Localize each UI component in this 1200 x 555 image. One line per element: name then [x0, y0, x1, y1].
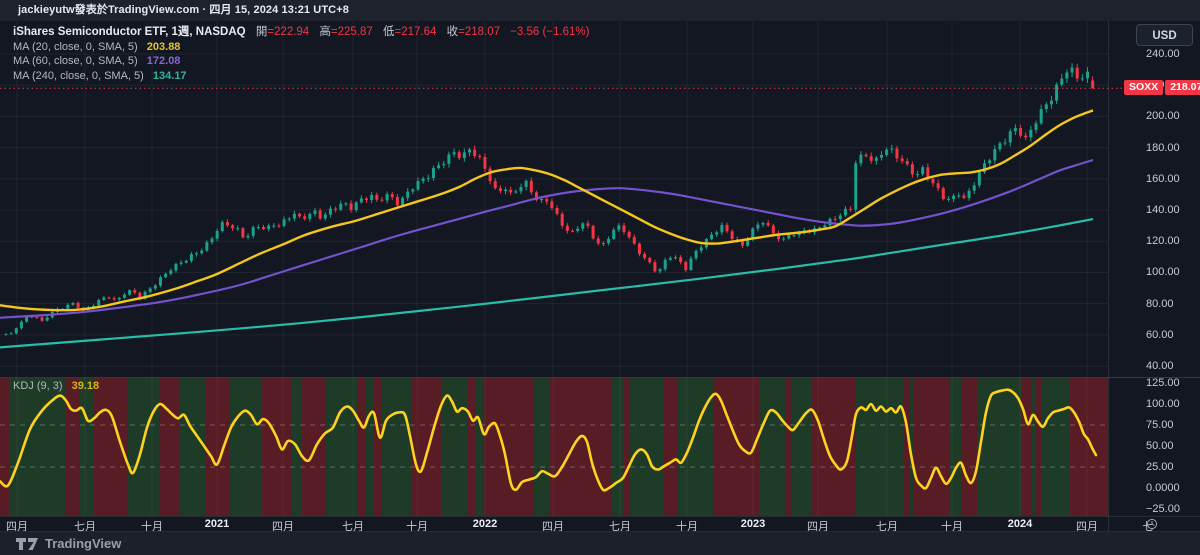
kdj-axis-label: 50.00 — [1146, 440, 1174, 452]
time-axis-label: 七月 — [876, 521, 898, 533]
high-value: =225.87 — [330, 26, 373, 38]
time-axis-label: 四月 — [272, 521, 294, 533]
ma20-value: 203.88 — [146, 40, 181, 53]
time-axis-label: 2023 — [740, 518, 766, 530]
ma20-label: MA (20, close, 0, SMA, 5) — [13, 40, 138, 53]
candles — [4, 63, 1095, 336]
time-axis-label: 十月 — [406, 521, 428, 533]
kdj-axis-label: −25.00 — [1146, 503, 1180, 515]
price-axis-label: 180.00 — [1146, 141, 1180, 154]
tradingview-logo-icon[interactable] — [16, 537, 39, 551]
kdj-value: 39.18 — [71, 380, 100, 392]
kdj-axis-label: 75.00 — [1146, 419, 1174, 431]
close-label: 收 — [446, 26, 459, 38]
ma60-line — [0, 158, 1094, 319]
symbol-title-row: iShares Semiconductor ETF, 1週, NASDAQ 開=… — [13, 25, 589, 40]
ma60-legend: MA (60, close, 0, SMA, 5) 172.08 — [13, 54, 589, 69]
close-value: =218.07 — [458, 26, 500, 38]
time-axis-label: 四月 — [807, 521, 829, 533]
change-value: −3.56 (−1.61%) — [510, 26, 590, 38]
price-axis-label: 160.00 — [1146, 172, 1180, 185]
currency-toggle-button[interactable]: USD — [1136, 24, 1193, 46]
ma240-legend: MA (240, close, 0, SMA, 5) 134.17 — [13, 69, 589, 84]
clock-icon[interactable] — [1146, 518, 1158, 530]
open-value: =222.94 — [267, 26, 310, 38]
time-axis-label: 四月 — [542, 521, 564, 533]
chart-legend: iShares Semiconductor ETF, 1週, NASDAQ 開=… — [13, 25, 589, 83]
ma60-value: 172.08 — [146, 55, 181, 67]
last-price-badge: SOXX 218.07 — [1124, 80, 1200, 95]
high-label: 高 — [319, 26, 331, 38]
tradingview-brand-text[interactable]: TradingView — [45, 536, 122, 551]
price-axis-label: 240.00 — [1146, 48, 1180, 60]
footer-bar: TradingView — [0, 531, 1200, 555]
time-axis-label: 十月 — [676, 521, 698, 533]
kdj-axis-label: 125.00 — [1146, 377, 1180, 389]
kdj-j-line — [0, 388, 1098, 492]
price-axis-label: 80.00 — [1146, 297, 1174, 310]
kdj-bands — [0, 378, 1108, 516]
low-value: =217.64 — [394, 26, 437, 38]
time-axis-label: 四月 — [6, 521, 28, 533]
kdj-legend: KDJ (9, 3) 39.18 — [13, 380, 99, 392]
time-axis-label: 十月 — [941, 521, 963, 533]
price-axis-label: 60.00 — [1146, 328, 1174, 341]
kdj-axis-label: 0.0000 — [1146, 482, 1180, 494]
price-axis-label: 200.00 — [1146, 110, 1180, 123]
grid-lines — [0, 21, 1108, 516]
time-axis-label: 2024 — [1007, 518, 1033, 530]
attribution-text: jackieyutw發表於TradingView.com · 四月 15, 20… — [18, 4, 349, 16]
time-axis-label: 四月 — [1076, 521, 1098, 533]
price-axis-label: 40.00 — [1146, 360, 1174, 373]
badge-symbol: SOXX — [1124, 80, 1164, 95]
ma240-label: MA (240, close, 0, SMA, 5) — [13, 69, 144, 82]
time-axis-label: 七月 — [342, 521, 364, 533]
ma240-line — [0, 218, 1094, 349]
ma60-label: MA (60, close, 0, SMA, 5) — [13, 55, 138, 67]
price-axis-label: 100.00 — [1146, 266, 1180, 279]
badge-price: 218.07 — [1165, 80, 1200, 95]
time-axis-label: 2021 — [204, 518, 230, 530]
symbol-title: iShares Semiconductor ETF, 1週, NASDAQ — [13, 26, 246, 38]
kdj-label: KDJ (9, 3) — [13, 380, 63, 392]
price-axis-label: 140.00 — [1146, 204, 1180, 217]
kdj-axis-label: 100.00 — [1146, 398, 1180, 410]
time-axis-label: 十月 — [141, 521, 163, 533]
open-label: 開 — [255, 26, 268, 38]
time-axis-label: 七月 — [74, 521, 96, 533]
ma20-line — [0, 109, 1094, 312]
kdj-axis-label: 25.00 — [1146, 461, 1174, 473]
low-label: 低 — [383, 26, 395, 38]
time-axis[interactable]: 四月 七月 十月 2021 四月 七月 十月 2022 四月 七月 十月 2023 四月 七月 十月 2024… — [0, 518, 1200, 533]
time-axis-label: 七月 — [609, 521, 631, 533]
ma240-value: 134.17 — [152, 69, 187, 82]
price-axis-label: 120.00 — [1146, 235, 1180, 248]
time-axis-label: 2022 — [472, 518, 498, 530]
ma20-legend: MA (20, close, 0, SMA, 5) 203.88 — [13, 40, 589, 55]
attribution-bar: jackieyutw發表於TradingView.com · 四月 15, 20… — [0, 0, 1200, 21]
